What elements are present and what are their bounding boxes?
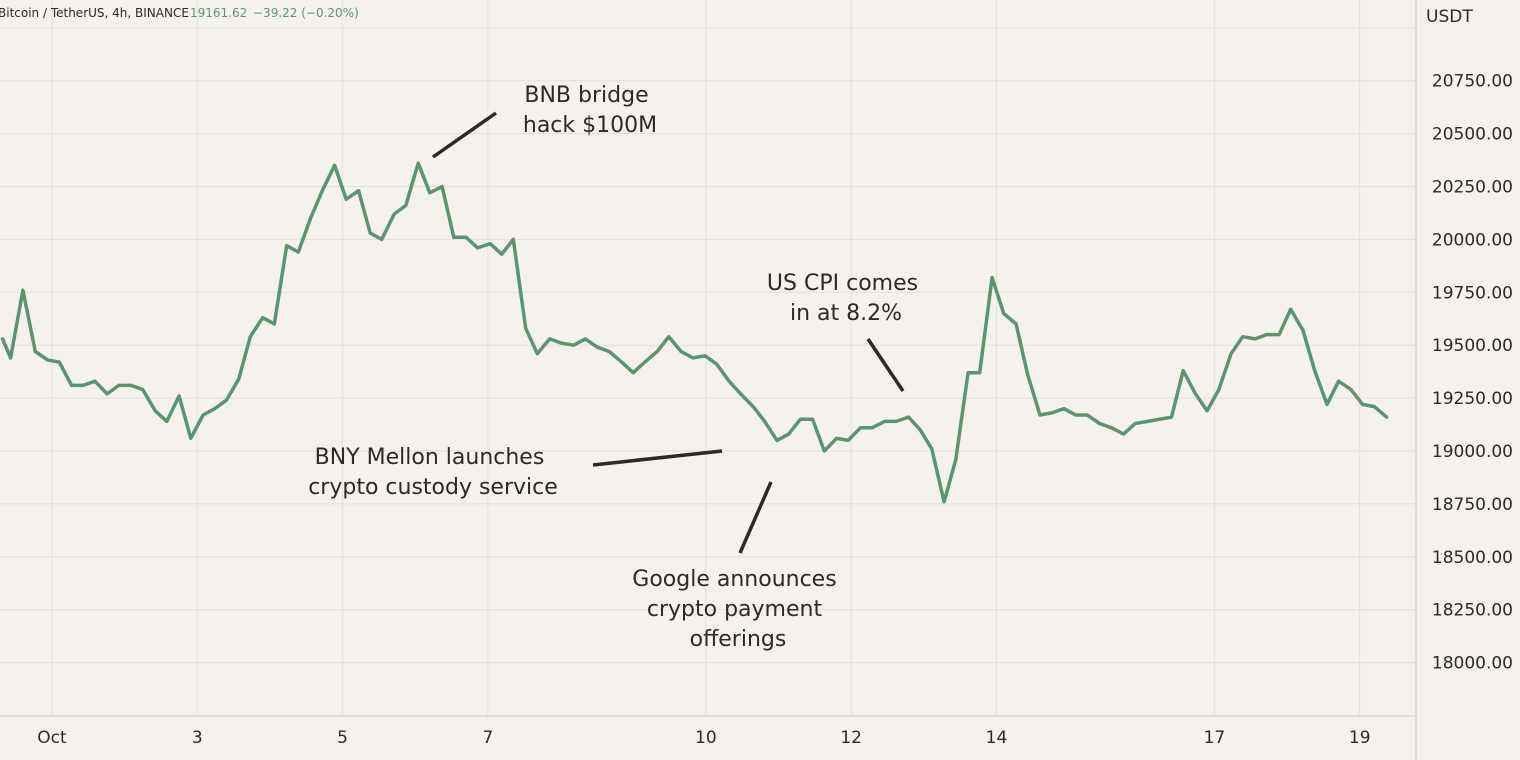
x-tick-label: Oct [37,728,67,748]
y-tick-label: 18500.00 [1432,548,1513,568]
x-tick-label: 12 [840,728,862,748]
y-tick-label: 18250.00 [1432,601,1513,621]
x-tick-label: 3 [192,728,203,748]
annotation-line: BNY Mellon launches [315,445,545,470]
x-axis-ticks: Oct 3 5 7 10 12 14 17 19 [37,728,1370,748]
annotation-us-cpi: US CPI comes in at 8.2% [767,271,925,326]
annotation-line: Google announces [632,567,836,592]
x-tick-label: 14 [986,728,1008,748]
x-tick-label: 10 [695,728,717,748]
x-tick-label: 5 [337,728,348,748]
axis-unit-backdrop [1418,0,1520,34]
x-tick-label: 7 [482,728,493,748]
annotation-google: Google announces crypto payment offering… [632,567,843,652]
y-tick-label: 19750.00 [1432,283,1513,303]
y-tick-label: 18750.00 [1432,495,1513,515]
annotation-line: in at 8.2% [790,301,902,326]
annotation-line: crypto payment [647,597,823,622]
annotation-line: offerings [690,627,787,652]
annotation-line: hack $100M [523,113,657,138]
annotation-bnb-hack: BNB bridge hack $100M [523,83,657,138]
bny-mellon-leader [592,449,723,467]
us-cpi-leader [866,338,905,392]
y-tick-label: 19500.00 [1432,336,1513,356]
y-tick-label: 20000.00 [1432,230,1513,250]
y-tick-label: 19250.00 [1432,389,1513,409]
price-line [0,161,1389,504]
annotation-line: BNB bridge [524,83,648,108]
annotation-line: US CPI comes [767,271,918,296]
annotation-bny-mellon: BNY Mellon launches crypto custody servi… [308,445,558,500]
header-price: 19161.62 [190,6,247,20]
y-axis-unit: USDT [1426,7,1473,27]
google-leader [738,481,773,554]
y-tick-label: 19000.00 [1432,442,1513,462]
header-change: −39.22 (−0.20%) [253,6,359,20]
y-tick-label: 20500.00 [1432,125,1513,145]
grid [0,0,1416,716]
y-axis-ticks: 18000.00 18250.00 18500.00 18750.00 19000.00… [1432,19,1513,674]
x-tick-label: 19 [1349,728,1371,748]
annotation-line: crypto custody service [308,475,558,500]
y-tick-label: 20250.00 [1432,178,1513,198]
header-symbol: Bitcoin / TetherUS, 4h, BINANCE [0,6,189,20]
y-tick-label: 20750.00 [1432,72,1513,92]
bnb-hack-leader [431,111,498,159]
y-tick-label: 18000.00 [1432,654,1513,674]
x-tick-label: 17 [1204,728,1226,748]
